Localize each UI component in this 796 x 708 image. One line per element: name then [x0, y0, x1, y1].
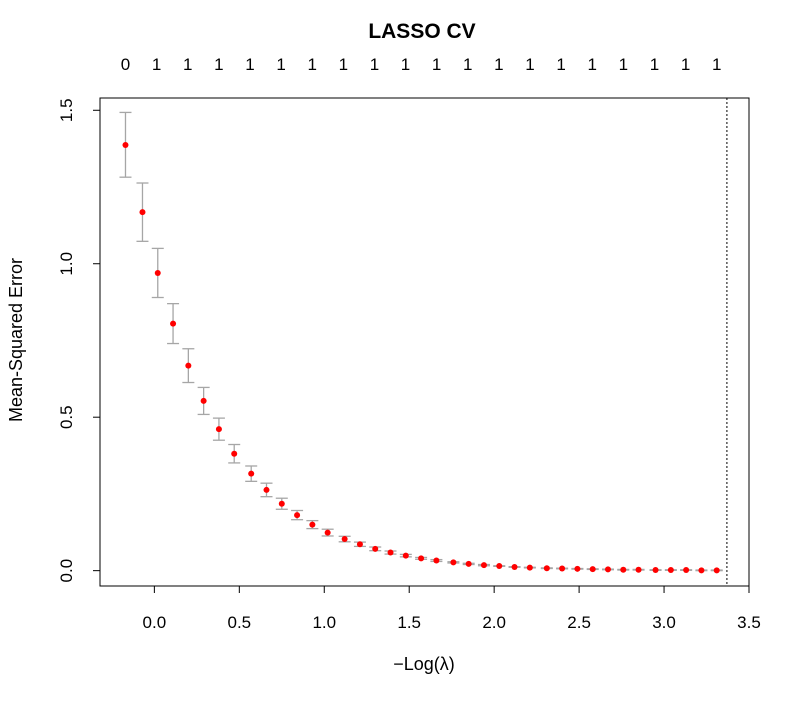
- top-axis-label: 1: [276, 55, 285, 74]
- top-axis-label: 1: [556, 55, 565, 74]
- data-point: [341, 536, 348, 543]
- top-axis-label: 1: [525, 55, 534, 74]
- top-axis-label: 1: [681, 55, 690, 74]
- x-tick-label: 1.5: [397, 613, 421, 632]
- top-axis-label: 1: [463, 55, 472, 74]
- data-point: [465, 560, 472, 567]
- data-point: [526, 564, 533, 571]
- top-axis-label: 1: [339, 55, 348, 74]
- data-point: [231, 450, 238, 457]
- top-axis-label: 1: [183, 55, 192, 74]
- x-axis: 0.0 0.5 1.0 1.5 2.0 2.5 3.0 3.5: [143, 585, 761, 632]
- data-point: [154, 269, 161, 276]
- x-tick-label: 3.0: [652, 613, 676, 632]
- data-point: [480, 562, 487, 569]
- data-point: [122, 141, 129, 148]
- top-axis-label: 1: [214, 55, 223, 74]
- y-tick-label: 1.5: [57, 98, 76, 122]
- data-points: [122, 141, 720, 574]
- data-point: [324, 529, 331, 536]
- data-point: [589, 566, 596, 573]
- x-tick-label: 0.0: [143, 613, 167, 632]
- top-axis: 0 1 1 1 1 1 1 1 1 1 1 1 1 1 1 1 1 1 1 1: [121, 55, 722, 74]
- top-axis-label: 1: [307, 55, 316, 74]
- y-tick-label: 0.0: [57, 559, 76, 583]
- data-point: [713, 567, 720, 574]
- top-axis-label: 1: [650, 55, 659, 74]
- top-axis-label: 1: [712, 55, 721, 74]
- data-point: [387, 549, 394, 556]
- data-point: [574, 565, 581, 572]
- top-axis-label: 0: [121, 55, 130, 74]
- data-point: [450, 559, 457, 566]
- y-axis: 0.0 0.5 1.0 1.5: [57, 98, 101, 583]
- data-point: [278, 500, 285, 507]
- data-point: [309, 521, 316, 528]
- x-axis-label: −Log(λ): [393, 654, 455, 674]
- data-point: [402, 552, 409, 559]
- x-tick-label: 0.5: [227, 613, 251, 632]
- top-axis-label: 1: [152, 55, 161, 74]
- data-point: [170, 320, 177, 327]
- top-axis-label: 1: [588, 55, 597, 74]
- top-axis-label: 1: [619, 55, 628, 74]
- data-point: [698, 567, 705, 574]
- data-point: [433, 557, 440, 564]
- data-point: [543, 565, 550, 572]
- data-point: [635, 566, 642, 573]
- data-point: [139, 209, 146, 216]
- y-axis-label: Mean-Squared Error: [6, 258, 26, 422]
- top-axis-label: 1: [494, 55, 503, 74]
- top-axis-label: 1: [245, 55, 254, 74]
- data-point: [559, 565, 566, 572]
- data-point: [294, 512, 301, 519]
- data-point: [667, 567, 674, 574]
- x-tick-label: 3.5: [737, 613, 761, 632]
- top-axis-label: 1: [432, 55, 441, 74]
- error-bars: [119, 111, 723, 572]
- top-axis-label: 1: [370, 55, 379, 74]
- data-point: [620, 566, 627, 573]
- data-point: [511, 563, 518, 570]
- y-tick-label: 0.5: [57, 405, 76, 429]
- data-point: [372, 545, 379, 552]
- x-tick-label: 2.0: [482, 613, 506, 632]
- plot-frame: [99, 97, 750, 587]
- data-point: [200, 397, 207, 404]
- data-point: [356, 541, 363, 548]
- x-tick-label: 2.5: [567, 613, 591, 632]
- data-point: [215, 426, 222, 433]
- data-point: [263, 486, 270, 493]
- data-point: [418, 555, 425, 562]
- data-point: [652, 567, 659, 574]
- top-axis-label: 1: [401, 55, 410, 74]
- y-tick-label: 1.0: [57, 252, 76, 276]
- data-point: [604, 566, 611, 573]
- data-point: [185, 362, 192, 369]
- x-tick-label: 1.0: [312, 613, 336, 632]
- data-point: [496, 563, 503, 570]
- chart-title: LASSO CV: [368, 20, 475, 43]
- data-point: [683, 567, 690, 574]
- data-point: [248, 470, 255, 477]
